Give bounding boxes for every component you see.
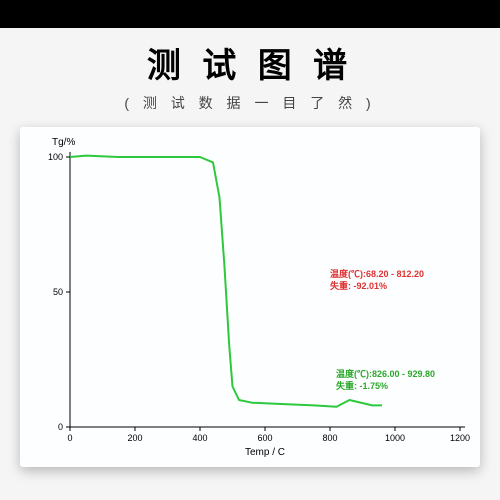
chart-svg: 050100020040060080010001200Tg/%Temp / C温… <box>20 127 480 467</box>
svg-text:200: 200 <box>127 433 142 443</box>
svg-text:温度(℃):826.00 - 929.80: 温度(℃):826.00 - 929.80 <box>336 368 435 379</box>
svg-text:温度(℃):68.20 - 812.20: 温度(℃):68.20 - 812.20 <box>330 268 424 279</box>
svg-text:600: 600 <box>257 433 272 443</box>
top-banner <box>0 0 500 28</box>
page-subtitle: ( 测 试 数 据 一 目 了 然 ) <box>124 93 375 113</box>
svg-text:1200: 1200 <box>450 433 470 443</box>
tga-chart: 050100020040060080010001200Tg/%Temp / C温… <box>20 127 480 467</box>
svg-text:800: 800 <box>322 433 337 443</box>
page-title: 测 试 图 谱 <box>147 38 353 87</box>
svg-text:1000: 1000 <box>385 433 405 443</box>
svg-text:50: 50 <box>53 287 63 297</box>
svg-text:0: 0 <box>58 422 63 432</box>
svg-text:失重: -1.75%: 失重: -1.75% <box>336 380 388 391</box>
svg-text:失重: -92.01%: 失重: -92.01% <box>330 280 387 291</box>
svg-text:Tg/%: Tg/% <box>52 137 75 148</box>
svg-text:400: 400 <box>192 433 207 443</box>
svg-text:Temp / C: Temp / C <box>245 447 285 458</box>
svg-text:0: 0 <box>67 433 72 443</box>
svg-text:100: 100 <box>48 152 63 162</box>
